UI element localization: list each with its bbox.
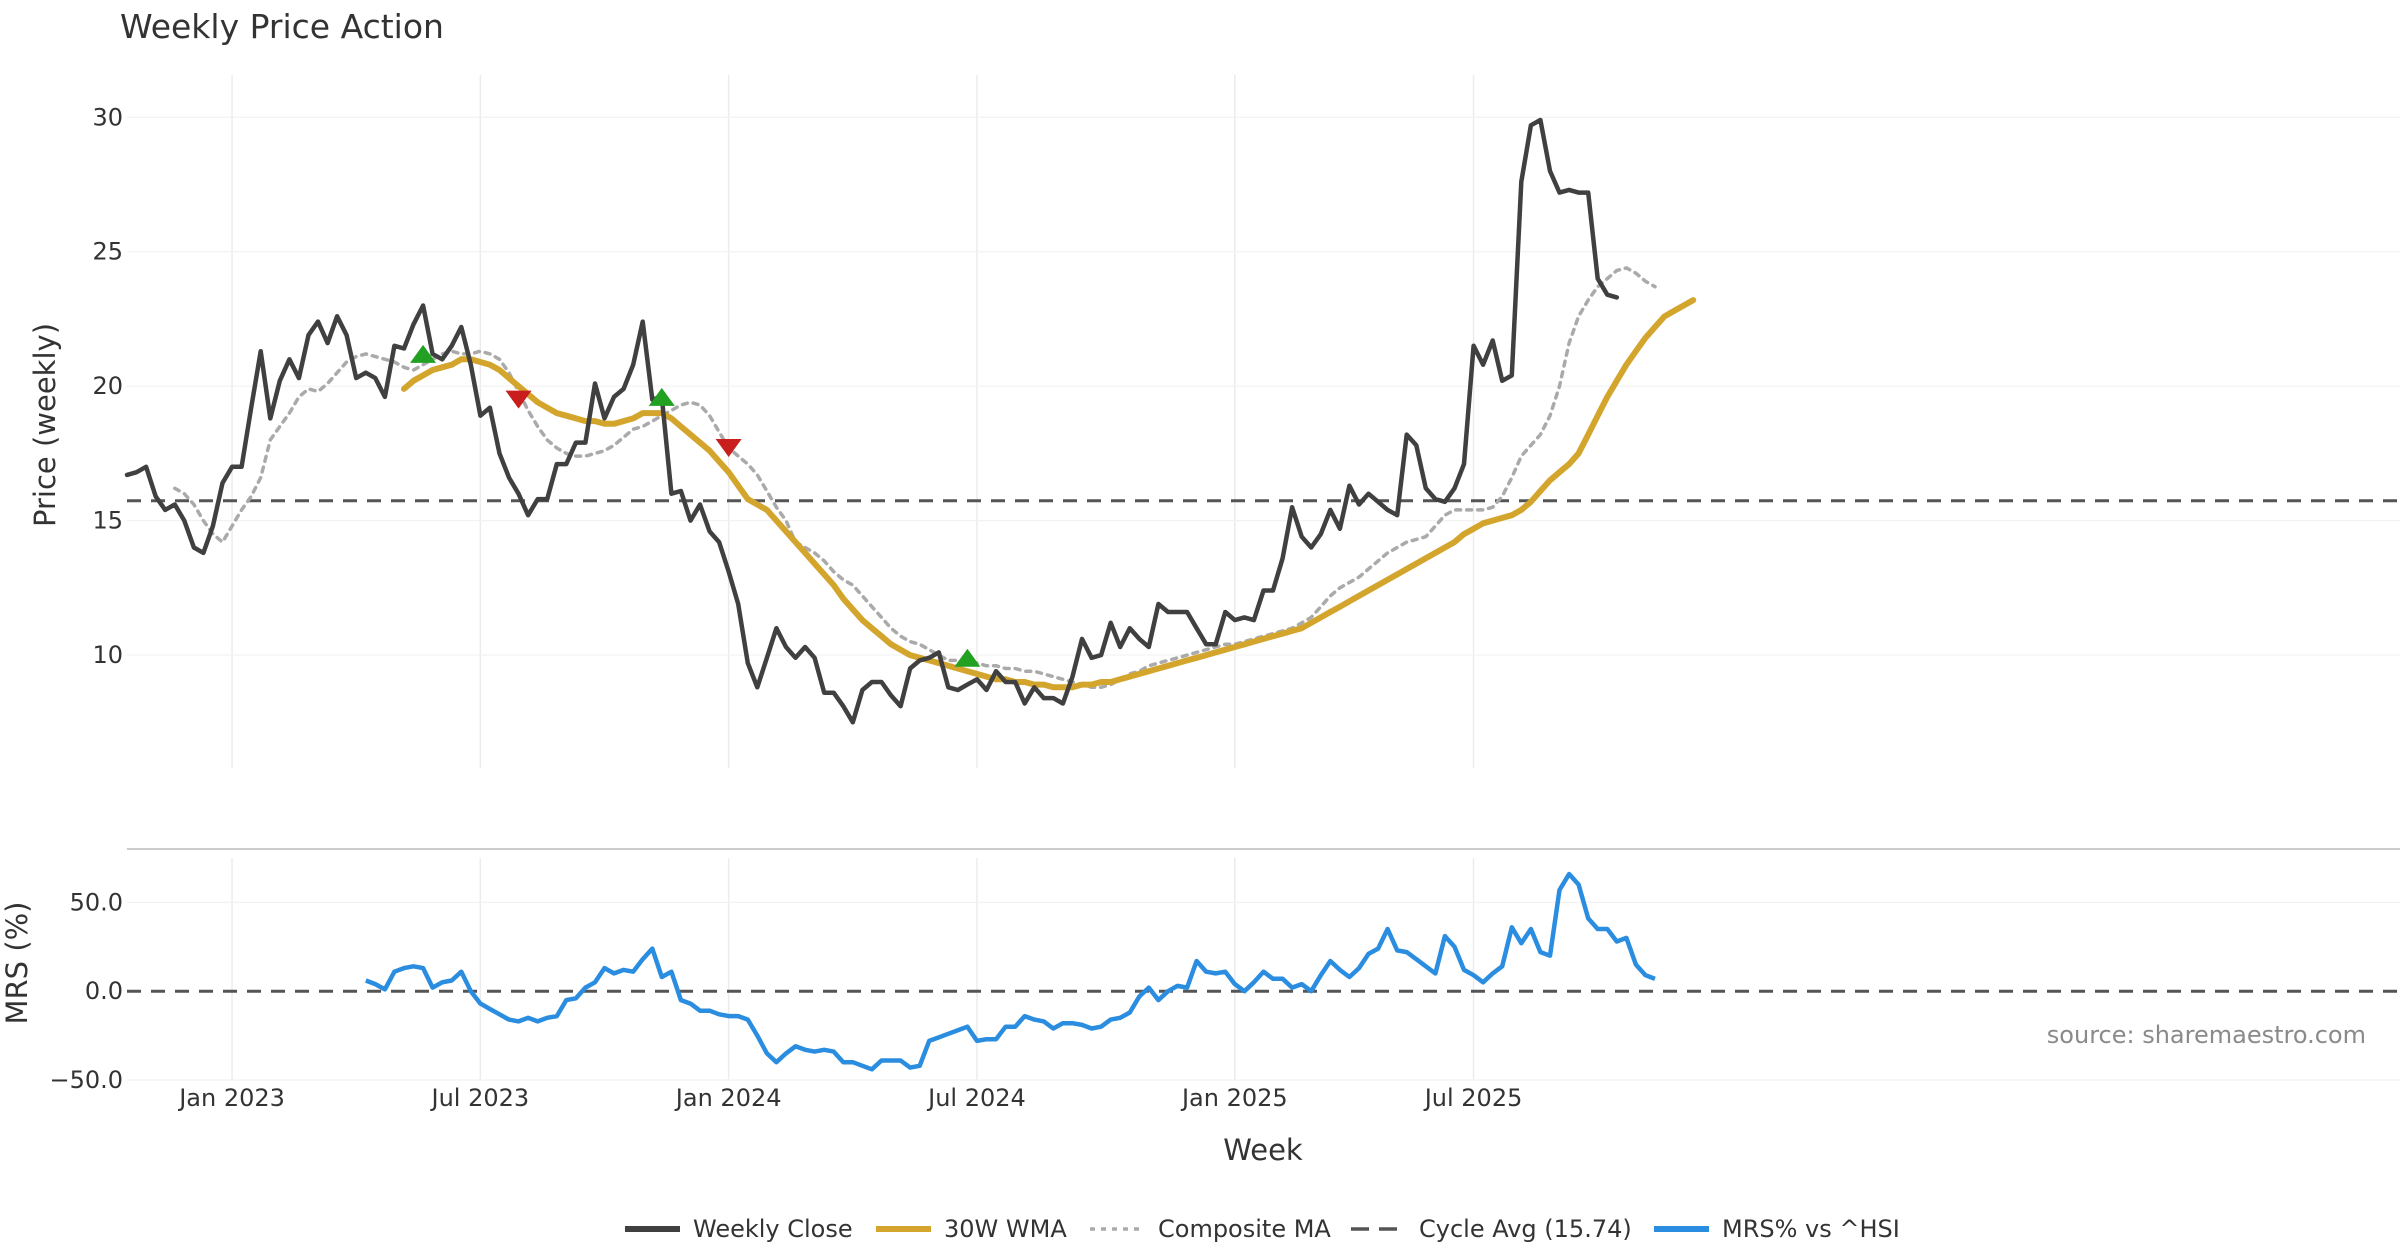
x-ticks: Jan 2023 Jul 2023 Jan 2024 Jul 2024 Jan 2025… [177,1084,1522,1112]
price-series [124,117,2400,725]
mrs-series [127,871,2400,1072]
mrs-line [365,871,1656,1072]
price-y-tick: 10 [92,641,123,669]
legend-label: Cycle Avg (15.74) [1419,1215,1632,1243]
x-tick-label: Jul 2024 [926,1084,1026,1112]
sell-signal-marker [505,390,532,409]
chart-title: Weekly Price Action [120,7,444,46]
legend-label: 30W WMA [944,1215,1067,1243]
x-tick-label: Jul 2023 [430,1084,530,1112]
mrs-panel: −50.0 0.0 50.0 MRS (%) source: sharemaestr… [0,858,2400,1167]
price-y-tick: 15 [92,507,123,535]
composite-ma-line [173,266,1657,690]
price-y-tick: 30 [92,103,123,131]
buy-signal-marker [648,387,675,406]
sell-signal-marker [715,439,742,458]
signal-markers [410,344,981,667]
buy-signal-marker [410,344,437,363]
mrs-gridlines [127,858,2400,1081]
mrs-y-tick: 0.0 [85,977,123,1005]
legend-label: Composite MA [1158,1215,1331,1243]
price-gridlines [127,75,2400,768]
mrs-y-tick: 50.0 [70,888,123,916]
price-y-tick: 20 [92,372,123,400]
mrs-y-ticks: −50.0 0.0 50.0 [49,888,123,1094]
x-tick-label: Jan 2023 [177,1084,285,1112]
legend-label: Weekly Close [693,1215,853,1243]
source-annotation: source: sharemaestro.com [2047,1021,2366,1049]
price-y-tick: 25 [92,238,123,266]
x-tick-label: Jul 2025 [1423,1084,1523,1112]
legend-label: MRS% vs ^HSI [1722,1215,1900,1243]
mrs-y-axis-label: MRS (%) [0,902,34,1025]
x-axis-label: Week [1223,1133,1303,1167]
weekly-close-line [124,117,1620,725]
mrs-y-tick: −50.0 [49,1066,123,1094]
x-tick-label: Jan 2025 [1180,1084,1288,1112]
price-y-ticks: 10 15 20 25 30 [92,103,123,669]
30w-wma-line [401,297,1697,691]
price-y-axis-label: Price (weekly) [28,323,62,527]
legend: Weekly Close 30W WMA Composite MA Cycle Avg… [625,1215,1900,1243]
price-panel: 10 15 20 25 30 Price (weekly) [28,75,2400,768]
x-tick-label: Jan 2024 [674,1084,782,1112]
buy-signal-marker [954,648,981,667]
